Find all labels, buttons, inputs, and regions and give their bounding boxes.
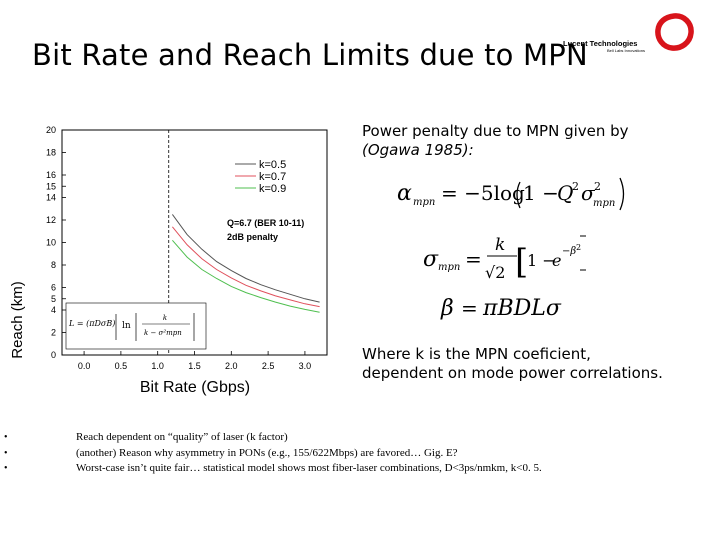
svg-text:α: α [397,181,412,206]
penalty-note-line2: (Ogawa 1985): [362,141,474,159]
x-tick-label: 1.5 [188,361,201,371]
bullet-text: (another) Reason why asymmetry in PONs (… [76,446,458,459]
bullet-text: Reach dependent on “quality” of laser (k… [76,431,288,443]
beta-equation: β = πBDLσ [440,296,562,320]
coefficient-note-line1: Where k is the MPN coeficient, [362,345,591,363]
y-tick-label: 16 [46,170,56,180]
x-tick-label: 3.0 [299,361,312,371]
list-item: • Reach dependent on “quality” of laser (… [4,430,542,446]
logo-tagline: Bell Labs Innovations [606,48,645,53]
list-item: • (another) Reason why asymmetry in PONs … [4,446,542,462]
bullet-marker: • [4,447,8,459]
annotation-penalty: 2dB penalty [227,232,278,242]
svg-text:σ: σ [581,181,596,205]
alpha-equation: α mpn = −5log 1 − Q 2 σ 2 mpn [397,177,625,211]
svg-text:k: k [495,235,505,255]
svg-text:β: β [440,296,454,320]
x-axis-label: Bit Rate (Gbps) [140,379,250,396]
penalty-note-line1: Power penalty due to MPN given by [362,122,629,140]
x-tick-label: 2.5 [262,361,275,371]
y-tick-label: 10 [46,238,56,248]
y-tick-label: 2 [51,328,56,338]
svg-text:e: e [552,251,561,270]
series-line-2 [172,226,320,308]
annotation-q: Q=6.7 (BER 10-11) [227,218,304,228]
sigma-equation: σ mpn = k √2 [ 1 − e −β 2 [423,235,586,282]
x-tick-label: 0.0 [78,361,91,371]
y-tick-label: 12 [46,215,56,225]
svg-text:=: = [461,296,478,320]
x-tick-label: 1.0 [151,361,164,371]
x-tick-label: 0.5 [115,361,128,371]
y-tick-label: 18 [46,148,56,158]
svg-text:2: 2 [594,180,601,193]
y-tick-label: 6 [51,283,56,293]
series-line-3 [172,239,320,313]
legend-label: k=0.5 [259,159,286,171]
svg-text:k: k [163,314,167,322]
y-axis-label: Reach (km) [9,281,26,359]
svg-text:mpn: mpn [413,197,435,208]
list-item: • Worst-case isn’t quite fair… statistica… [4,461,542,477]
bullet-text: Worst-case isn’t quite fair… statistical… [76,462,542,474]
svg-text:ln: ln [122,321,131,331]
bullet-marker: • [4,463,8,474]
series-line-1 [171,214,320,303]
company-logo: Lucent Technologies Bell Labs Innovation… [563,39,645,54]
svg-text:mpn: mpn [593,198,615,209]
svg-text:[: [ [515,242,528,282]
svg-text:= −5log: = −5log [441,181,525,205]
y-tick-label: 20 [46,125,56,135]
svg-text:Q: Q [557,181,573,205]
svg-text:=: = [465,247,482,271]
svg-text:k − σ²mpn: k − σ²mpn [144,329,182,337]
x-tick-label: 2.0 [225,361,238,371]
penalty-note: Power penalty due to MPN given by (Ogawa… [362,122,629,160]
svg-text:1 −: 1 − [527,251,556,270]
mpn-equations: α mpn = −5log 1 − Q 2 σ 2 mpn σ mpn = k … [397,177,625,320]
bullet-marker: • [4,432,8,443]
svg-text:σ: σ [423,247,439,272]
logo-name: Lucent Technologies [563,39,638,48]
svg-text:2: 2 [576,243,581,252]
innovation-ring-icon [655,13,694,51]
svg-text:1 −: 1 − [523,181,559,205]
svg-text:L = (πDσB): L = (πDσB) [68,319,115,328]
reach-formula-inset: L = (πDσB) ln k k − σ²mpn [65,302,207,350]
svg-text:πBDLσ: πBDLσ [482,296,562,320]
y-tick-label: 15 [46,181,56,191]
y-tick-label: 14 [46,193,56,203]
coefficient-note: Where k is the MPN coeficient, dependent… [362,345,663,383]
legend-label: k=0.9 [259,183,286,195]
coefficient-note-line2: dependent on mode power correlations. [362,364,663,382]
y-tick-label: 8 [51,260,56,270]
svg-text:2: 2 [572,180,579,193]
svg-text:mpn: mpn [438,262,460,273]
bullet-list: • Reach dependent on “quality” of laser (… [4,430,542,477]
svg-text:−β: −β [562,246,576,257]
y-tick-label: 4 [51,305,56,315]
svg-text:√2: √2 [485,263,505,282]
y-tick-label: 5 [51,294,56,304]
y-tick-label: 0 [51,350,56,360]
slide-title: Bit Rate and Reach Limits due to MPN [32,38,588,72]
legend-label: k=0.7 [259,171,286,183]
